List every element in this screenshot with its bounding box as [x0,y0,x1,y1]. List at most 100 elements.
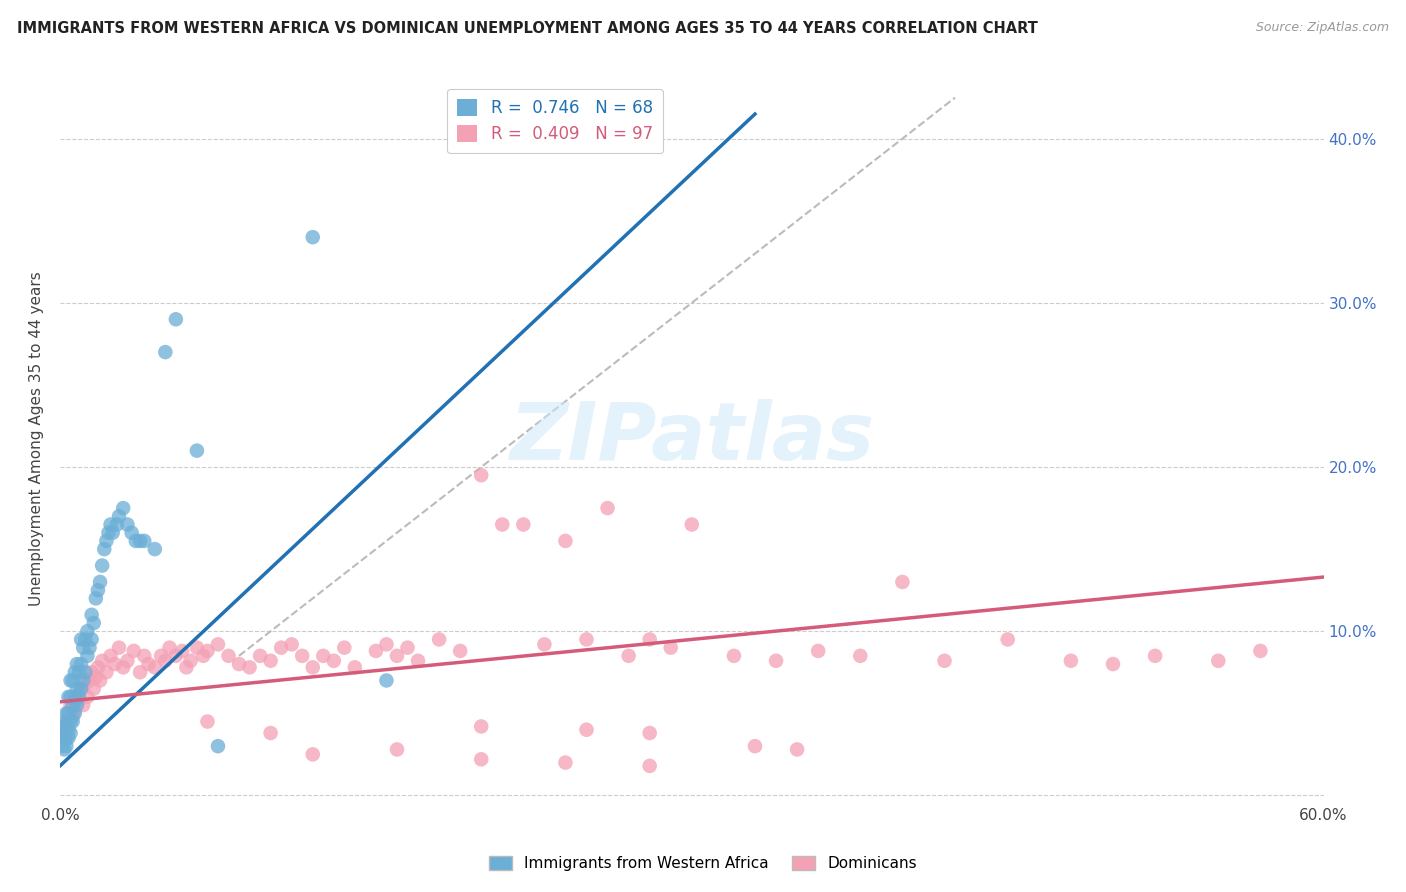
Point [72,673,94,688]
Point [100,648,122,663]
Point [76,690,98,704]
Point [533,637,555,651]
Point [80,607,103,622]
Point [87,660,110,674]
Point [63,703,86,717]
Point [51,726,73,740]
Point [84,670,107,684]
Point [59,726,82,740]
Point [301,747,323,762]
Point [1249,644,1271,658]
Point [62,709,84,723]
Point [849,648,872,663]
Point [1206,654,1229,668]
Point [108,509,131,524]
Point [207,637,229,651]
Point [83,615,105,630]
Point [934,654,956,668]
Point [470,719,492,733]
Point [155,654,177,668]
Legend: R =  0.746   N = 68, R =  0.409   N = 97: R = 0.746 N = 68, R = 0.409 N = 97 [447,88,662,153]
Point [280,637,302,651]
Point [159,640,181,655]
Point [186,640,208,655]
Point [375,637,398,651]
Point [53,719,76,733]
Point [89,673,111,688]
Point [138,657,160,671]
Point [270,640,292,655]
Point [155,345,177,359]
Point [97,525,120,540]
Point [105,517,128,532]
Point [84,591,107,606]
Point [186,443,208,458]
Point [129,533,152,548]
Point [406,654,429,668]
Point [125,533,148,548]
Point [58,723,80,737]
Point [1102,657,1125,671]
Point [659,640,682,655]
Point [51,731,73,745]
Point [104,657,127,671]
Point [117,654,139,668]
Point [59,690,82,704]
Point [427,632,450,647]
Point [55,723,77,737]
Point [100,517,122,532]
Point [66,698,89,712]
Point [70,632,93,647]
Point [62,714,84,729]
Point [259,654,281,668]
Point [291,648,314,663]
Point [396,640,419,655]
Point [765,654,787,668]
Point [58,706,80,721]
Point [62,698,84,712]
Point [51,736,73,750]
Point [70,681,93,696]
Point [259,726,281,740]
Point [83,681,105,696]
Point [364,644,387,658]
Point [55,706,77,721]
Point [197,714,219,729]
Point [238,660,260,674]
Point [80,632,103,647]
Point [470,752,492,766]
Point [108,640,131,655]
Point [228,657,250,671]
Point [112,501,135,516]
Point [58,690,80,704]
Point [172,644,194,658]
Point [91,654,114,668]
Point [681,517,703,532]
Point [87,583,110,598]
Legend: Immigrants from Western Africa, Dominicans: Immigrants from Western Africa, Dominica… [484,849,922,877]
Point [218,648,240,663]
Point [96,533,118,548]
Point [59,714,82,729]
Point [512,517,534,532]
Point [470,468,492,483]
Point [117,517,139,532]
Point [101,525,124,540]
Point [197,644,219,658]
Point [165,312,187,326]
Point [55,731,77,745]
Point [67,665,90,680]
Point [96,665,118,680]
Point [301,230,323,244]
Point [491,517,513,532]
Point [93,542,115,557]
Point [75,677,97,691]
Point [143,542,166,557]
Point [76,624,98,639]
Point [807,644,830,658]
Point [786,742,808,756]
Point [67,690,90,704]
Point [58,731,80,745]
Point [176,660,198,674]
Point [53,719,76,733]
